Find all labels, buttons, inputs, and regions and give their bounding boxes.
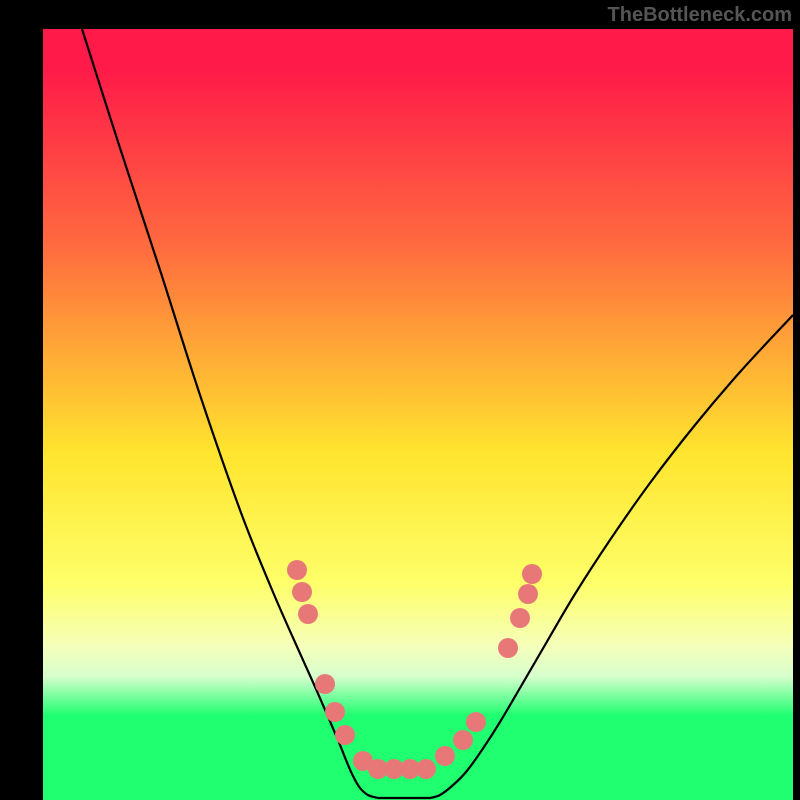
data-marker [518,584,538,604]
data-marker [315,674,335,694]
data-markers [287,560,542,779]
data-marker [292,582,312,602]
data-marker [325,702,345,722]
curve-svg [0,0,800,800]
data-marker [416,759,436,779]
data-marker [298,604,318,624]
data-marker [498,638,518,658]
data-marker [287,560,307,580]
data-marker [510,608,530,628]
watermark-text: TheBottleneck.com [608,4,792,27]
data-marker [466,712,486,732]
chart-container: TheBottleneck.com [0,0,800,800]
data-marker [453,730,473,750]
data-marker [335,725,355,745]
data-marker [522,564,542,584]
data-marker [435,746,455,766]
right-curve [378,315,793,798]
